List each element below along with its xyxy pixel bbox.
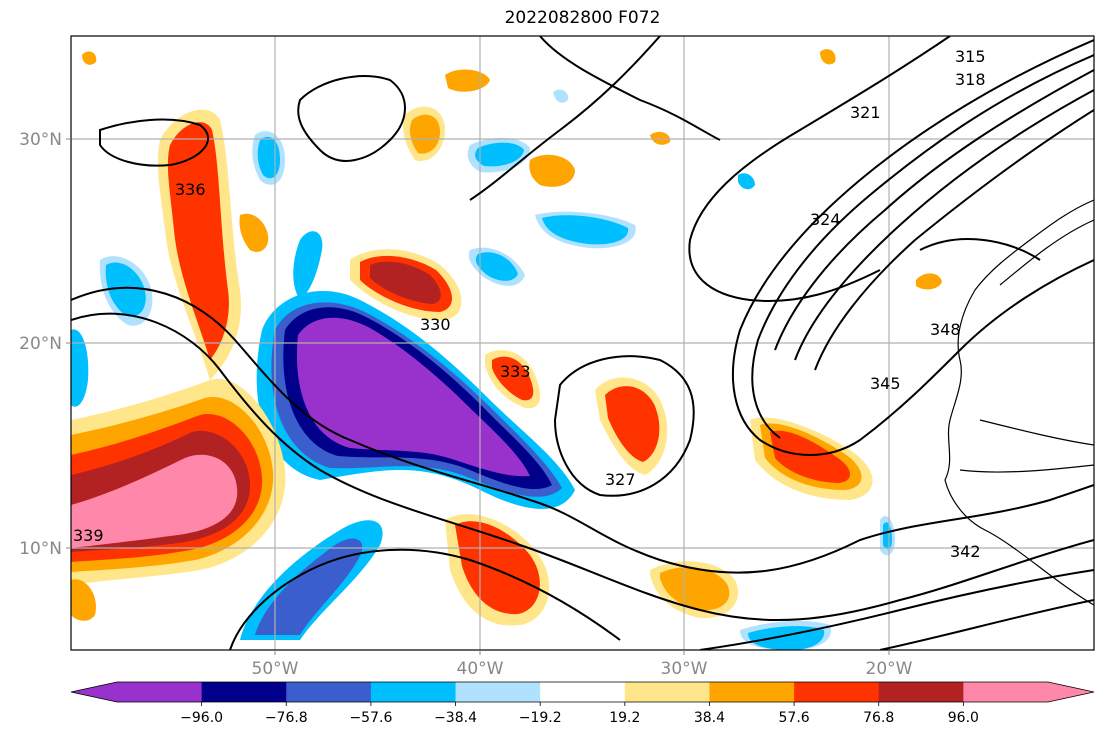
coastlines [944, 199, 1094, 606]
colorbar-segment [455, 682, 541, 702]
colorbar-tick-label: −76.8 [265, 710, 308, 726]
colorbar-segment [117, 682, 203, 702]
map-title: 2022082800 F072 [504, 8, 661, 28]
colorbar-extend-max [1048, 682, 1094, 702]
contour-label: 330 [420, 315, 451, 334]
contour-label: 342 [950, 542, 981, 561]
contour-label: 321 [850, 103, 881, 122]
lat-tick-label: 20°N [19, 334, 62, 354]
colorbar-segment [201, 682, 287, 702]
map-panel [71, 36, 1094, 650]
contour-label: 318 [955, 70, 986, 89]
colorbar-tick-label: 57.6 [779, 710, 810, 726]
contour-label: 315 [955, 47, 986, 66]
lat-tick-label: 10°N [19, 539, 62, 559]
colorbar-tick-label: 19.2 [609, 710, 640, 726]
colorbar-tick-label: 96.0 [948, 710, 979, 726]
colorbar-tick-label: 76.8 [863, 710, 894, 726]
colorbar-segment [878, 682, 964, 702]
colorbar-tick-label: −57.6 [349, 710, 392, 726]
contour-label-group: 315 318 321 324 327 330 333 336 339 342 … [73, 47, 986, 561]
lat-tick-label: 30°N [19, 130, 62, 150]
contour-label: 333 [500, 362, 531, 381]
contour-label: 348 [930, 320, 961, 339]
colorbar-extend-min [71, 682, 117, 702]
lon-tick-label: 50°W [252, 659, 299, 679]
contour-label: 327 [605, 470, 636, 489]
colorbar-tick-label: 38.4 [694, 710, 725, 726]
colorbar: −96.0 −76.8 −57.6 −38.4 −19.2 19.2 38.4 57.6 76.… [70, 681, 1095, 726]
lon-tick-label: 30°W [661, 659, 708, 679]
colorbar-segment [370, 682, 457, 702]
colorbar-segment [624, 682, 710, 702]
colorbar-segment [794, 682, 880, 702]
contour-label: 336 [175, 180, 206, 199]
contour-label: 339 [73, 526, 104, 545]
lat-axis: 30°N 20°N 10°N [19, 130, 71, 559]
contour-label: 345 [870, 374, 901, 393]
graticule [71, 36, 1094, 650]
colorbar-tick-label: −38.4 [434, 710, 477, 726]
colorbar-segment [963, 682, 1049, 702]
colorbar-tick-label: −96.0 [180, 710, 223, 726]
colorbar-segment [709, 682, 795, 702]
colorbar-outline [70, 681, 1095, 703]
lon-tick-label: 40°W [457, 659, 504, 679]
contour-lines [71, 36, 1094, 650]
colorbar-tick-label: −19.2 [519, 710, 562, 726]
colorbar-segment [540, 682, 626, 702]
lon-axis: 50°W 40°W 30°W 20°W [252, 650, 913, 679]
colorbar-segment [286, 682, 372, 702]
shaded-fields [71, 49, 942, 650]
contour-label: 324 [810, 210, 841, 229]
lon-tick-label: 20°W [866, 659, 913, 679]
